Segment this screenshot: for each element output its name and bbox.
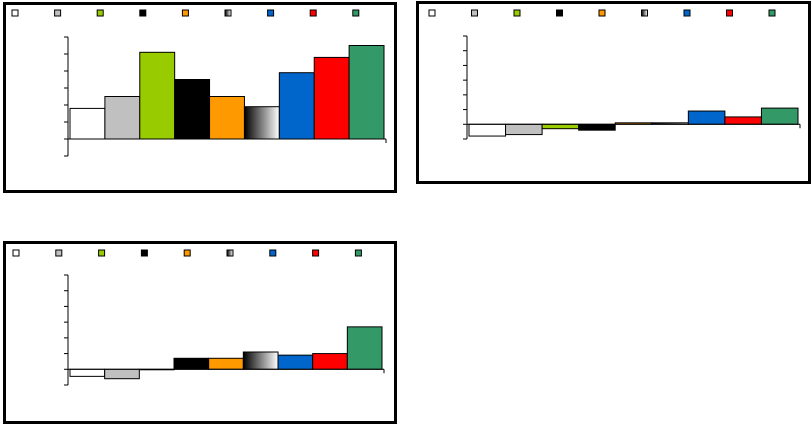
bar — [104, 96, 141, 140]
legend-swatch — [226, 249, 234, 257]
bar — [242, 351, 279, 370]
legend-swatch — [224, 9, 232, 17]
bar — [277, 354, 314, 370]
legend-swatch — [12, 249, 20, 257]
legend-swatch — [641, 9, 648, 17]
legend-swatch — [139, 9, 147, 17]
bar — [312, 353, 348, 370]
legend-swatch — [683, 9, 691, 17]
bar — [724, 116, 762, 125]
bar — [69, 368, 106, 377]
legend-swatch — [354, 249, 362, 257]
legend-swatch — [598, 9, 606, 17]
legend-swatch — [513, 9, 521, 17]
bar — [208, 357, 244, 370]
legend-swatch — [768, 9, 776, 17]
legend-swatch — [312, 249, 320, 257]
legend-swatch — [556, 9, 563, 17]
legend-swatch — [471, 9, 478, 17]
legend-swatch — [309, 9, 317, 17]
bar — [687, 110, 726, 125]
bar — [139, 51, 176, 140]
bar — [313, 56, 350, 140]
bar — [209, 96, 245, 140]
chart-frame — [416, 1, 811, 184]
bar — [346, 326, 383, 370]
bar — [278, 72, 315, 140]
legend-swatch — [267, 9, 275, 17]
legend-swatch — [96, 9, 104, 17]
bar — [578, 123, 616, 131]
legend-swatch — [726, 9, 733, 17]
bar — [174, 79, 211, 140]
bar — [505, 123, 543, 136]
legend-swatch — [428, 9, 436, 17]
legend-swatch — [140, 249, 148, 257]
legend-swatch — [98, 249, 106, 257]
bar — [243, 106, 280, 140]
chart-frame — [3, 241, 397, 424]
bar — [468, 123, 507, 137]
bar — [69, 107, 106, 140]
legend-swatch — [183, 249, 191, 257]
legend-swatch — [54, 9, 62, 17]
bar — [541, 123, 580, 130]
legend-swatch — [269, 249, 277, 257]
bar — [104, 368, 140, 380]
bar — [173, 357, 210, 370]
legend-swatch — [11, 9, 19, 17]
bar — [348, 45, 385, 140]
legend-swatch — [181, 9, 189, 17]
legend-swatch — [55, 249, 63, 257]
legend-swatch — [352, 9, 360, 17]
bar — [760, 107, 799, 125]
